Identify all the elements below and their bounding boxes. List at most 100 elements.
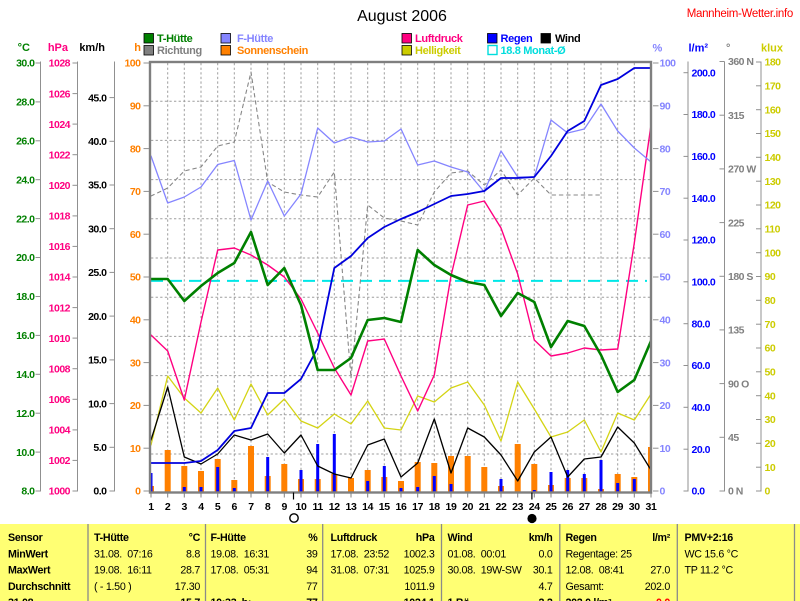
svg-text:Luftdruck: Luftdruck [415,33,464,45]
svg-text:30: 30 [130,357,141,369]
svg-text:80: 80 [765,295,776,307]
svg-text:50: 50 [765,367,776,379]
svg-text:8.8: 8.8 [186,548,200,560]
svg-text:60: 60 [130,229,141,241]
svg-text:17.08. 05:31: 17.08. 05:31 [211,565,270,577]
svg-text:60: 60 [765,343,776,355]
svg-text:2: 2 [165,501,171,513]
svg-text:31.08: 31.08 [8,597,34,601]
svg-text:9: 9 [282,501,288,513]
svg-text:30.08. 19W-SW: 30.08. 19W-SW [448,565,523,577]
svg-text:24.0: 24.0 [16,174,35,186]
svg-text:35.0: 35.0 [88,180,107,192]
svg-text:90 O: 90 O [728,378,749,390]
svg-text:10.0: 10.0 [16,447,35,459]
svg-text:60.0: 60.0 [692,360,711,372]
svg-text:31: 31 [645,501,657,513]
svg-text:0.0: 0.0 [93,486,107,498]
svg-text:1011.9: 1011.9 [404,581,434,593]
svg-text:120: 120 [765,200,782,212]
svg-text:August 2006: August 2006 [357,8,447,25]
svg-text:30: 30 [660,357,671,369]
svg-text:Helligkeit: Helligkeit [415,45,461,57]
svg-text:Mannheim-Wetter.info: Mannheim-Wetter.info [687,8,793,20]
svg-text:315: 315 [728,110,745,122]
svg-text:T-Hütte: T-Hütte [157,33,193,45]
svg-text:25.0: 25.0 [88,267,107,279]
svg-text:15.7: 15.7 [180,597,200,601]
svg-text:%: % [653,43,663,55]
svg-text:Wind: Wind [555,33,580,45]
svg-text:16: 16 [395,501,407,513]
svg-text:180: 180 [765,57,782,69]
svg-text:Gesamt:: Gesamt: [566,581,604,593]
svg-text:100: 100 [660,58,677,70]
svg-text:50: 50 [130,272,141,284]
svg-text:100.0: 100.0 [692,277,716,289]
svg-text:202.0: 202.0 [645,581,671,593]
svg-text:Durchschnitt: Durchschnitt [8,581,71,593]
svg-text:100: 100 [765,247,782,259]
svg-text:14.0: 14.0 [16,369,35,381]
svg-text:45: 45 [728,432,739,444]
svg-text:90: 90 [130,101,141,113]
svg-text:1010: 1010 [49,333,71,345]
svg-text:Sensor: Sensor [8,532,43,544]
svg-text:202.0 l/m²: 202.0 l/m² [566,597,612,601]
svg-text:MinWert: MinWert [8,548,49,560]
svg-text:12.0: 12.0 [16,408,35,420]
svg-text:27.0: 27.0 [650,565,670,577]
svg-text:1014: 1014 [49,272,71,284]
svg-text:26: 26 [562,501,574,513]
svg-text:360 N: 360 N [728,56,754,68]
svg-text:22: 22 [495,501,507,513]
svg-text:15.0: 15.0 [88,355,107,367]
svg-text:28.0: 28.0 [16,97,35,109]
svg-text:17: 17 [412,501,424,513]
svg-text:18: 18 [429,501,441,513]
svg-text:Regen: Regen [566,532,597,544]
svg-text:6: 6 [232,501,238,513]
svg-text:180.0: 180.0 [692,109,716,121]
svg-text:90: 90 [765,271,776,283]
svg-text:F-Hütte: F-Hütte [237,33,273,45]
svg-text:30: 30 [765,414,776,426]
svg-text:40: 40 [660,315,671,327]
svg-text:225: 225 [728,217,745,229]
svg-text:2.2: 2.2 [539,597,553,601]
svg-text:50: 50 [660,272,671,284]
svg-text:1028: 1028 [49,58,71,70]
svg-text:40: 40 [130,315,141,327]
svg-text:20: 20 [462,501,474,513]
svg-text:1022: 1022 [49,149,71,161]
svg-text:20: 20 [765,438,776,450]
svg-text:25: 25 [545,501,557,513]
svg-text:23: 23 [512,501,524,513]
svg-text:11: 11 [312,501,323,513]
svg-text:40.0: 40.0 [692,402,711,414]
svg-text:8: 8 [265,501,271,513]
svg-text:20.0: 20.0 [88,311,107,323]
svg-text:h: h [134,42,141,54]
svg-text:14: 14 [362,501,374,513]
svg-text:20: 20 [660,400,671,412]
svg-text:0.0: 0.0 [539,548,553,560]
svg-text:19.08. 16:11: 19.08. 16:11 [94,565,152,577]
svg-text:20: 20 [130,400,141,412]
svg-text:70: 70 [130,186,141,198]
svg-text:120.0: 120.0 [692,235,716,247]
svg-text:Richtung: Richtung [157,45,202,57]
svg-text:135: 135 [728,325,745,337]
svg-text:19.08. 16:31: 19.08. 16:31 [211,548,270,560]
svg-text:94: 94 [306,565,318,577]
svg-text:Regen: Regen [501,33,533,45]
svg-text:PMV+2:16: PMV+2:16 [685,532,734,544]
svg-text:( - 1.50 ): ( - 1.50 ) [94,581,131,593]
svg-text:70: 70 [660,186,671,198]
svg-text:km/h: km/h [79,42,105,54]
svg-text:0: 0 [135,486,141,498]
svg-text:15: 15 [379,501,391,513]
svg-text:100: 100 [124,58,141,70]
svg-text:180 S: 180 S [728,271,753,283]
svg-text:22.0: 22.0 [16,213,35,225]
